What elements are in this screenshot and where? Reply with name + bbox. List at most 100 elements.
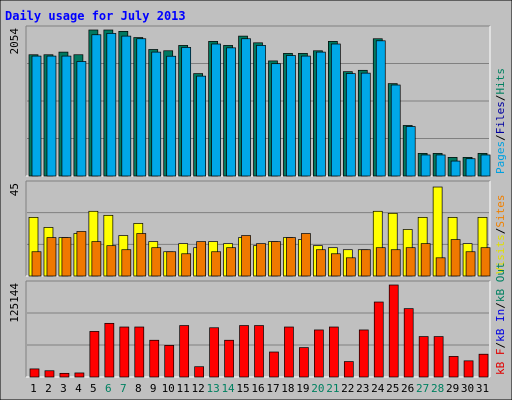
bar-sites-1 [31, 251, 42, 277]
bar-kb-f-20 [314, 329, 324, 378]
bar-sites-4 [76, 231, 87, 277]
bar-kb-f-14 [224, 339, 234, 378]
legend-entry: kB Out [494, 262, 507, 302]
bar-files-22 [345, 73, 356, 177]
bar-files-20 [316, 51, 326, 177]
bar-kb-f-21 [329, 326, 339, 378]
panel-3: 125144 kB F/kB In/kB Out [8, 262, 507, 378]
x-tick-label: 2 [45, 382, 52, 395]
bar-kb-f-7 [119, 326, 130, 378]
bar-kb-f-10 [164, 345, 175, 378]
bar-sites-30 [465, 251, 476, 277]
bar-files-4 [76, 61, 87, 177]
bar-sites-9 [151, 247, 162, 277]
x-tick-label: 28 [431, 382, 444, 395]
x-tick-label: 26 [401, 382, 414, 395]
bar-kb-f-13 [209, 327, 219, 378]
bar-kb-f-17 [269, 351, 279, 378]
x-tick-label: 7 [120, 382, 127, 395]
y-axis-max-label: 125144 [8, 283, 21, 323]
bar-files-31 [480, 154, 491, 177]
bar-files-29 [450, 160, 461, 177]
bar-files-25 [390, 84, 401, 177]
x-tick-label: 14 [221, 382, 235, 395]
bar-files-30 [465, 158, 476, 177]
legend: Visits/Sites [494, 195, 507, 275]
bar-files-10 [166, 55, 177, 177]
bar-kb-f-25 [388, 284, 399, 378]
bar-sites-12 [196, 241, 206, 277]
bar-sites-21 [331, 253, 341, 277]
legend-separator: / [494, 302, 507, 309]
bar-sites-15 [241, 235, 251, 277]
bar-sites-7 [121, 249, 132, 277]
bar-sites-22 [345, 257, 356, 277]
bar-kb-f-2 [44, 370, 55, 378]
bar-sites-25 [390, 249, 401, 277]
bar-kb-f-9 [149, 339, 160, 378]
legend: Pages/Files/Hits [494, 68, 507, 174]
bar-sites-11 [181, 253, 192, 277]
x-tick-label: 27 [416, 382, 429, 395]
bar-sites-20 [316, 249, 326, 277]
x-tick-label: 13 [206, 382, 219, 395]
bar-sites-14 [226, 247, 236, 277]
x-tick-label: 22 [341, 382, 354, 395]
x-tick-label: 29 [446, 382, 459, 395]
x-tick-label: 18 [281, 382, 294, 395]
bar-kb-f-16 [254, 325, 264, 378]
bar-files-5 [91, 34, 102, 177]
bar-sites-24 [375, 247, 386, 277]
bar-kb-f-22 [343, 361, 354, 378]
bar-files-15 [241, 38, 251, 177]
x-tick-label: 20 [311, 382, 324, 395]
x-tick-label: 30 [461, 382, 474, 395]
legend-separator: / [494, 134, 507, 141]
x-tick-label: 9 [150, 382, 157, 395]
bar-kb-f-3 [59, 372, 70, 378]
x-tick-label: 23 [356, 382, 369, 395]
chart-panels: 2054Pages/Files/Hits45Visits/Sites125144… [8, 25, 507, 378]
bar-kb-f-29 [448, 356, 459, 378]
x-tick-label: 16 [251, 382, 264, 395]
bar-kb-f-6 [104, 322, 115, 378]
x-tick-label: 4 [75, 382, 82, 395]
bar-files-7 [121, 35, 132, 177]
bar-files-21 [331, 43, 341, 177]
legend-entry: Files [494, 101, 507, 134]
bar-sites-17 [271, 241, 281, 277]
bar-kb-f-15 [239, 325, 249, 378]
bar-files-11 [181, 47, 192, 177]
bar-files-13 [211, 43, 221, 177]
bar-files-1 [31, 55, 42, 177]
bar-kb-f-18 [284, 326, 294, 378]
bar-sites-19 [301, 233, 311, 277]
bar-sites-28 [435, 257, 446, 277]
bar-files-28 [435, 154, 446, 177]
bar-sites-23 [360, 249, 371, 277]
x-tick-label: 12 [192, 382, 205, 395]
bar-kb-f-1 [29, 368, 40, 378]
bar-sites-26 [405, 247, 416, 277]
legend: kB F/kB In/kB Out [494, 262, 507, 375]
bar-files-12 [196, 75, 206, 177]
panel-2: 45 Visits/Sites [8, 180, 507, 277]
legend-separator: / [494, 95, 507, 102]
bar-sites-16 [256, 243, 266, 277]
bar-files-14 [226, 47, 236, 177]
bar-sites-18 [286, 237, 296, 277]
x-tick-label: 3 [60, 382, 67, 395]
x-tick-label: 6 [105, 382, 112, 395]
x-tick-label: 11 [177, 382, 190, 395]
x-tick-label: 1 [30, 382, 37, 395]
bar-sites-27 [420, 243, 431, 277]
x-tick-label: 5 [90, 382, 97, 395]
bar-sites-5 [91, 241, 102, 277]
bar-files-27 [420, 154, 431, 177]
bar-kb-f-24 [373, 301, 384, 378]
bar-files-18 [286, 55, 296, 177]
x-tick-label: 19 [296, 382, 309, 395]
